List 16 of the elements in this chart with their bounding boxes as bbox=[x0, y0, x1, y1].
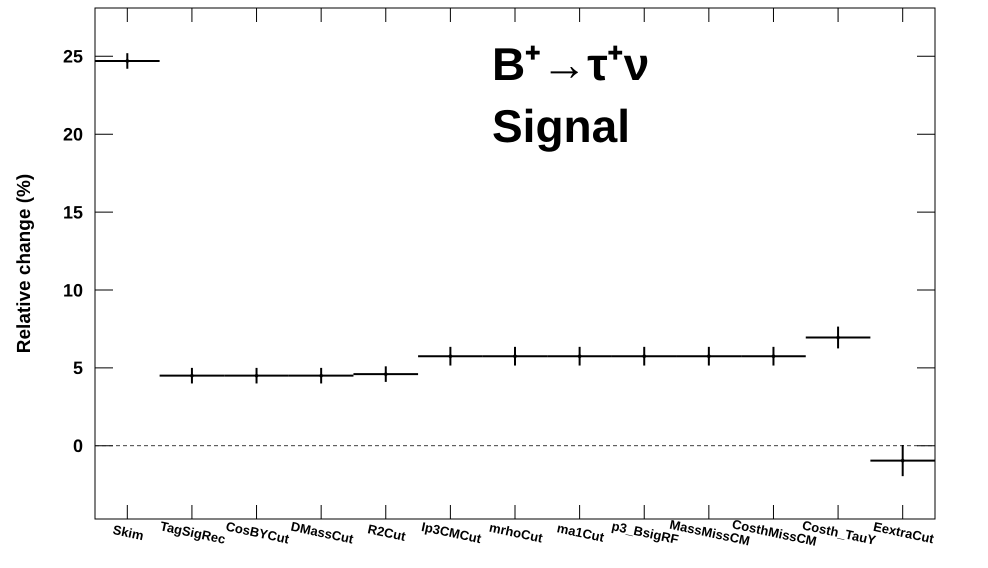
text: B⁺→τ⁺ν bbox=[492, 38, 650, 90]
x-tick-label: ma1Cut bbox=[556, 520, 606, 546]
y-tick-label: 25 bbox=[62, 46, 83, 67]
x-tick-label: R2Cut bbox=[366, 521, 408, 544]
x-tick-label: Ip3CMCut bbox=[420, 518, 484, 546]
y-tick-label: 20 bbox=[62, 124, 83, 144]
text: Signal bbox=[492, 100, 630, 152]
x-tick-label: mrhoCut bbox=[488, 520, 545, 546]
y-tick-label: 0 bbox=[72, 436, 83, 456]
y-axis-title: Relative change (%) bbox=[14, 174, 35, 354]
y-tick-label: 10 bbox=[62, 280, 83, 300]
x-tick-label: CosBYCut bbox=[224, 518, 292, 547]
y-tick-label: 5 bbox=[72, 358, 83, 378]
y-tick-label: 15 bbox=[62, 202, 83, 222]
x-tick-label: Skim bbox=[111, 522, 145, 544]
x-tick-label: DMassCut bbox=[289, 518, 356, 547]
